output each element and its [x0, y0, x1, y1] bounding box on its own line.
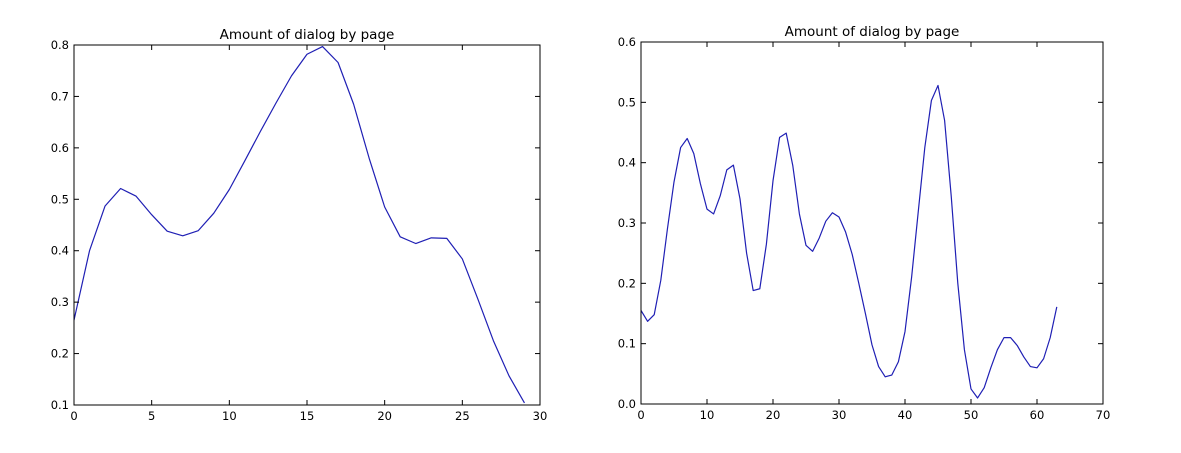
- chart-right-xtick-label: 30: [832, 408, 847, 422]
- chart-right-xtick-label: 40: [898, 408, 913, 422]
- chart-right-xtick-label: 10: [700, 408, 715, 422]
- chart-right-series-line-0: [640, 84, 1058, 399]
- chart-left-ytick-label: 0.8: [51, 38, 69, 52]
- chart-left-axes-frame: [73, 44, 541, 406]
- chart-right: Amount of dialog by page 0 10 20 30 40 50 60 70…: [618, 24, 1111, 422]
- chart-right-xtick-label: 20: [766, 408, 781, 422]
- chart-left-xtick-label: 10: [222, 409, 237, 423]
- chart-left-title: Amount of dialog by page: [220, 27, 395, 43]
- chart-right-xtick-label: 50: [964, 408, 979, 422]
- chart-left-xtick-label: 25: [455, 409, 470, 423]
- chart-left-xtick-label: 15: [300, 409, 315, 423]
- chart-right-ytick-label: 0.6: [618, 35, 636, 49]
- chart-right-xtick-label: 0: [637, 408, 644, 422]
- chart-left-xtick-label: 0: [70, 409, 77, 423]
- chart-right-axes-frame: [640, 41, 1104, 405]
- chart-left-xtick-label: 20: [377, 409, 392, 423]
- chart-left-ytick-label: 0.4: [51, 244, 69, 258]
- chart-left-xtick-label: 30: [533, 409, 548, 423]
- chart-right-ytick-label: 0.1: [618, 337, 636, 351]
- chart-right-ytick-label: 0.5: [618, 95, 636, 109]
- chart-left-ytick-label: 0.7: [51, 89, 69, 103]
- chart-left-ytick-label: 0.6: [51, 141, 69, 155]
- chart-right-ytick-label: 0.0: [618, 397, 636, 411]
- chart-left-ytick-label: 0.3: [51, 295, 69, 309]
- chart-right-ytick-label: 0.4: [618, 156, 636, 170]
- chart-right-title: Amount of dialog by page: [785, 24, 960, 40]
- chart-left-series-line-0: [73, 45, 525, 404]
- chart-right-xtick-label: 70: [1096, 408, 1111, 422]
- chart-left-ytick-label: 0.1: [51, 398, 69, 412]
- chart-left-ytick-label: 0.2: [51, 347, 69, 361]
- chart-left-xtick-label: 5: [148, 409, 155, 423]
- chart-right-ytick-label: 0.3: [618, 216, 636, 230]
- chart-right-xtick-label: 60: [1030, 408, 1045, 422]
- chart-right-ytick-label: 0.2: [618, 276, 636, 290]
- chart-left-ytick-label: 0.5: [51, 192, 69, 206]
- chart-left: Amount of dialog by page 0 5 10 15 20 25 30 0.1…: [51, 27, 548, 423]
